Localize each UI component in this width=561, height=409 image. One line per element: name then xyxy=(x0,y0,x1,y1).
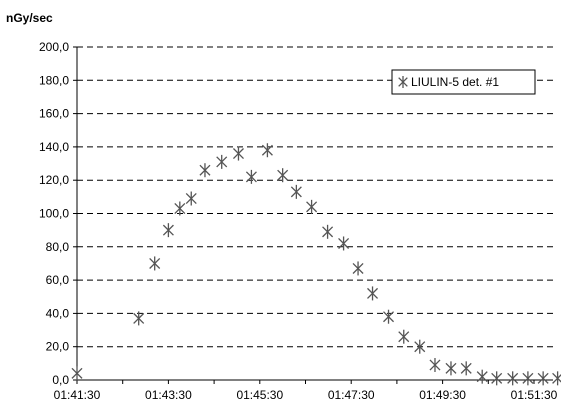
data-point xyxy=(352,261,364,276)
data-point xyxy=(71,366,83,381)
x-tick-label: 01:43:30 xyxy=(145,388,192,402)
data-point xyxy=(522,371,534,386)
data-point xyxy=(398,329,410,344)
data-point xyxy=(507,371,519,386)
data-point xyxy=(290,184,302,199)
data-point xyxy=(133,311,145,326)
data-point xyxy=(174,201,186,216)
legend-label: LIULIN-5 det. #1 xyxy=(411,75,499,89)
legend-marker-icon xyxy=(398,76,408,88)
legend-box xyxy=(391,69,536,95)
data-point xyxy=(162,223,174,238)
data-point xyxy=(245,169,257,184)
data-point xyxy=(460,361,472,376)
legend-asterisk xyxy=(398,76,408,88)
y-tick-label: 20,0 xyxy=(46,340,70,354)
data-point xyxy=(232,146,244,161)
axes xyxy=(73,46,553,384)
y-tick-label: 140,0 xyxy=(39,140,69,154)
y-tick-label: 40,0 xyxy=(46,306,70,320)
y-tick-label: 120,0 xyxy=(39,173,69,187)
y-tick-label: 80,0 xyxy=(46,240,70,254)
y-tick-label: 160,0 xyxy=(39,107,69,121)
data-point xyxy=(537,371,549,386)
x-tick-label: 01:51:30 xyxy=(511,388,558,402)
data-point xyxy=(414,339,426,354)
y-tick-labels: 0,0 20,0 40,0 60,0 80,0 100,0 120,0 140,0 160,0 1… xyxy=(39,40,69,387)
x-tick-label: 01:47:30 xyxy=(328,388,375,402)
y-tick-label: 0,0 xyxy=(52,373,69,387)
legend: LIULIN-5 det. #1 xyxy=(391,69,536,95)
data-point xyxy=(476,369,488,384)
data-point xyxy=(338,236,350,251)
x-tick-label: 01:45:30 xyxy=(236,388,283,402)
data-point xyxy=(445,361,457,376)
data-point xyxy=(216,154,228,169)
data-point xyxy=(429,358,441,373)
data-point xyxy=(491,371,503,386)
x-tick-labels: 01:41:30 01:43:30 01:45:30 01:47:30 01:49:30… xyxy=(54,388,558,402)
y-axis-unit-label: nGy/sec xyxy=(6,11,53,25)
data-point xyxy=(306,199,318,214)
x-tick-label: 01:49:30 xyxy=(419,388,466,402)
data-point xyxy=(322,224,334,239)
data-series xyxy=(71,143,561,386)
data-point xyxy=(261,143,273,158)
data-point xyxy=(367,286,379,301)
y-tick-label: 60,0 xyxy=(46,273,70,287)
x-tick-label: 01:41:30 xyxy=(54,388,101,402)
data-point xyxy=(199,163,211,178)
data-point xyxy=(383,309,395,324)
y-tick-label: 200,0 xyxy=(39,40,69,54)
data-point xyxy=(277,168,289,183)
data-point xyxy=(552,371,561,386)
data-point xyxy=(185,191,197,206)
data-point xyxy=(149,256,161,271)
y-tick-label: 180,0 xyxy=(39,73,69,87)
y-tick-label: 100,0 xyxy=(39,207,69,221)
